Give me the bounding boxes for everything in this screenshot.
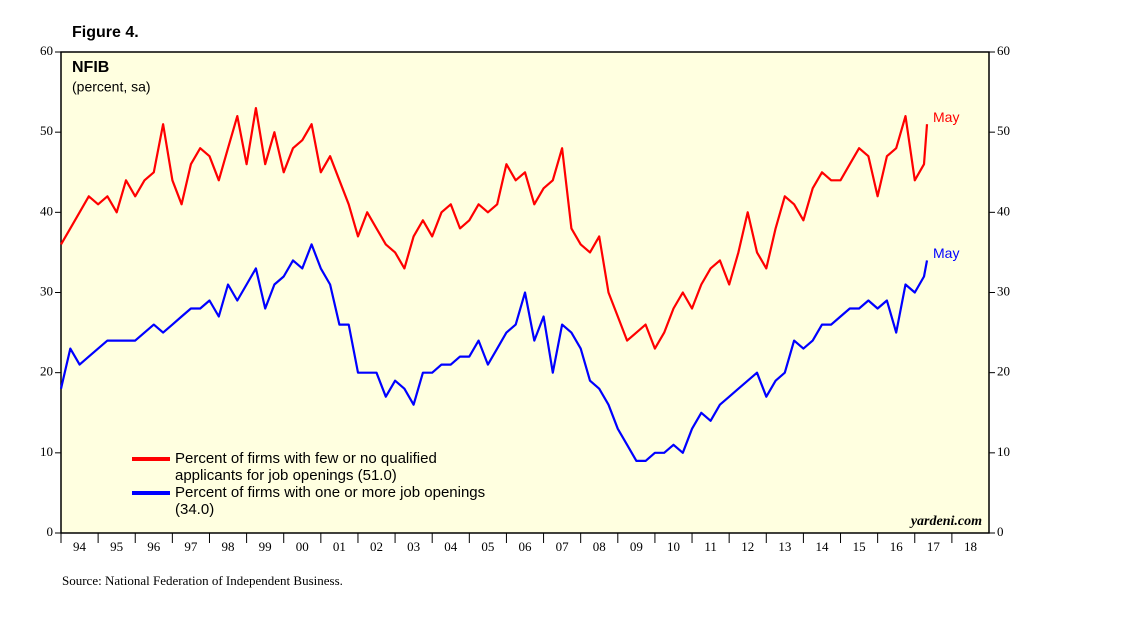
x-tick-label: 09 [630, 539, 643, 554]
y2-tick-label: 20 [997, 364, 1010, 379]
x-tick-label: 03 [407, 539, 420, 554]
x-tick-label: 95 [110, 539, 123, 554]
y2-tick-label: 0 [997, 524, 1004, 539]
y-tick-label: 60 [40, 43, 53, 58]
source-note: Source: National Federation of Independe… [62, 573, 343, 588]
y2-tick-label: 30 [997, 283, 1010, 298]
x-tick-label: 16 [890, 539, 904, 554]
x-tick-label: 02 [370, 539, 383, 554]
y-tick-label: 30 [40, 283, 53, 298]
legend-swatch [132, 491, 170, 495]
y-tick-label: 40 [40, 203, 53, 218]
x-tick-label: 97 [184, 539, 198, 554]
legend-label: Percent of firms with one or more job op… [175, 484, 486, 518]
y-tick-label: 0 [47, 524, 54, 539]
end-label: May [933, 109, 959, 125]
x-tick-label: 06 [519, 539, 533, 554]
x-tick-label: 94 [73, 539, 87, 554]
y2-tick-label: 50 [997, 123, 1010, 138]
y-tick-label: 10 [40, 444, 53, 459]
x-tick-label: 13 [778, 539, 791, 554]
watermark: yardeni.com [909, 514, 982, 529]
y2-tick-label: 60 [997, 43, 1010, 58]
figure-label: Figure 4. [72, 24, 139, 41]
x-tick-label: 14 [815, 539, 829, 554]
x-tick-label: 96 [147, 539, 161, 554]
x-tick-label: 01 [333, 539, 346, 554]
y-tick-label: 50 [40, 123, 53, 138]
x-tick-label: 98 [222, 539, 235, 554]
legend-swatch [132, 457, 170, 461]
chart-subtitle: (percent, sa) [72, 79, 151, 95]
data-line [60, 107, 929, 350]
legend-item: Percent of firms with one or more job op… [132, 484, 552, 518]
y2-tick-label: 40 [997, 203, 1010, 218]
x-tick-label: 00 [296, 539, 309, 554]
chart-title: NFIB [72, 59, 109, 76]
legend-item: Percent of firms with few or no qualifie… [132, 450, 552, 484]
x-tick-label: 07 [556, 539, 570, 554]
legend-label: Percent of firms with few or no qualifie… [175, 450, 437, 484]
x-tick-label: 10 [667, 539, 680, 554]
legend: Percent of firms with few or no qualifie… [132, 450, 552, 518]
x-tick-label: 18 [964, 539, 977, 554]
y-tick-label: 20 [40, 364, 53, 379]
data-line [59, 243, 929, 462]
x-tick-label: 12 [741, 539, 754, 554]
x-tick-label: 99 [259, 539, 272, 554]
x-tick-label: 17 [927, 539, 941, 554]
x-tick-label: 15 [853, 539, 866, 554]
end-label: May [933, 245, 959, 261]
x-tick-label: 08 [593, 539, 606, 554]
x-tick-label: 05 [481, 539, 494, 554]
y2-tick-label: 10 [997, 444, 1010, 459]
x-tick-label: 04 [444, 539, 458, 554]
x-tick-label: 11 [704, 539, 717, 554]
